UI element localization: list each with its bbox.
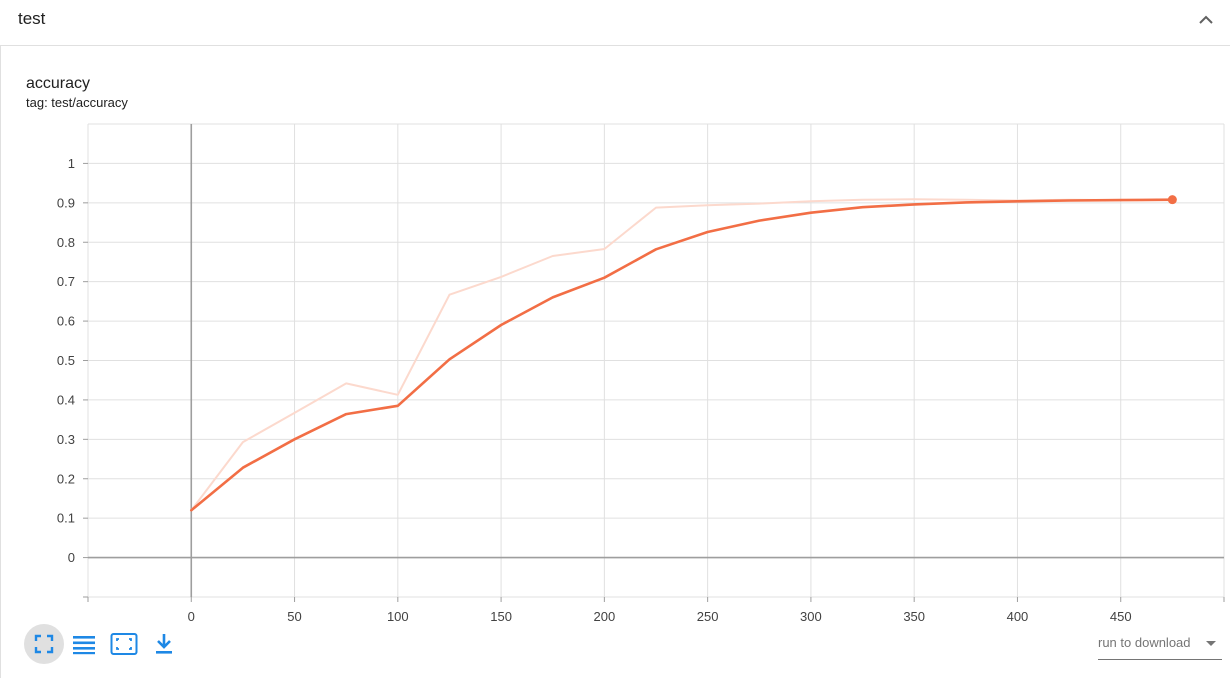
series [190, 195, 1177, 512]
last-point-marker [1167, 195, 1177, 205]
y-tick-label: 0.9 [57, 195, 75, 210]
raw-series-line [190, 198, 1174, 512]
chevron-up-icon[interactable] [1196, 10, 1216, 30]
toggle-log-scale-button[interactable] [64, 624, 104, 664]
run-download-select[interactable]: run to download [1098, 630, 1222, 660]
y-tick-label: 0.1 [57, 511, 75, 526]
fullscreen-button[interactable] [24, 624, 64, 664]
x-tick-label: 50 [287, 609, 301, 624]
download-select-placeholder: run to download [1098, 635, 1191, 650]
x-tick-label: 450 [1110, 609, 1132, 624]
card-tag: tag: test/accuracy [26, 95, 128, 110]
chart-card [0, 46, 1230, 678]
x-tick-label: 400 [1007, 609, 1029, 624]
x-tick-label: 250 [697, 609, 719, 624]
y-tick-label: 0.6 [57, 314, 75, 329]
y-tick-label: 0.2 [57, 471, 75, 486]
fit-domain-icon [110, 633, 138, 655]
x-tick-label: 150 [490, 609, 512, 624]
fit-domain-button[interactable] [104, 624, 144, 664]
card-title: accuracy [26, 75, 91, 92]
y-tick-label: 0.7 [57, 274, 75, 289]
download-button[interactable] [144, 624, 184, 664]
y-tick-label: 0.4 [57, 392, 75, 407]
axes [88, 124, 1224, 597]
fullscreen-icon [34, 634, 54, 654]
smoothed-series-line [190, 198, 1174, 512]
chart-toolbar [24, 624, 184, 664]
list-icon [73, 636, 95, 655]
x-tick-label: 0 [188, 609, 195, 624]
y-tick-label: 0 [68, 550, 75, 565]
x-tick-label: 350 [903, 609, 925, 624]
tick-labels: 0 50 100 150 200 250 300 350 400 450 0 0.1 0.2 0.3 0.4… [57, 156, 1132, 624]
y-tick-label: 0.3 [57, 432, 75, 447]
y-tick-label: 1 [68, 156, 75, 171]
download-icon [156, 634, 172, 654]
x-tick-label: 100 [387, 609, 409, 624]
chevron-down-icon [1206, 641, 1216, 646]
y-tick-label: 0.8 [57, 235, 75, 250]
grid [83, 123, 1225, 602]
section-title: test [18, 9, 46, 28]
section-header[interactable]: test [0, 0, 1230, 46]
x-tick-label: 300 [800, 609, 822, 624]
x-tick-label: 200 [594, 609, 616, 624]
y-tick-label: 0.5 [57, 353, 75, 368]
